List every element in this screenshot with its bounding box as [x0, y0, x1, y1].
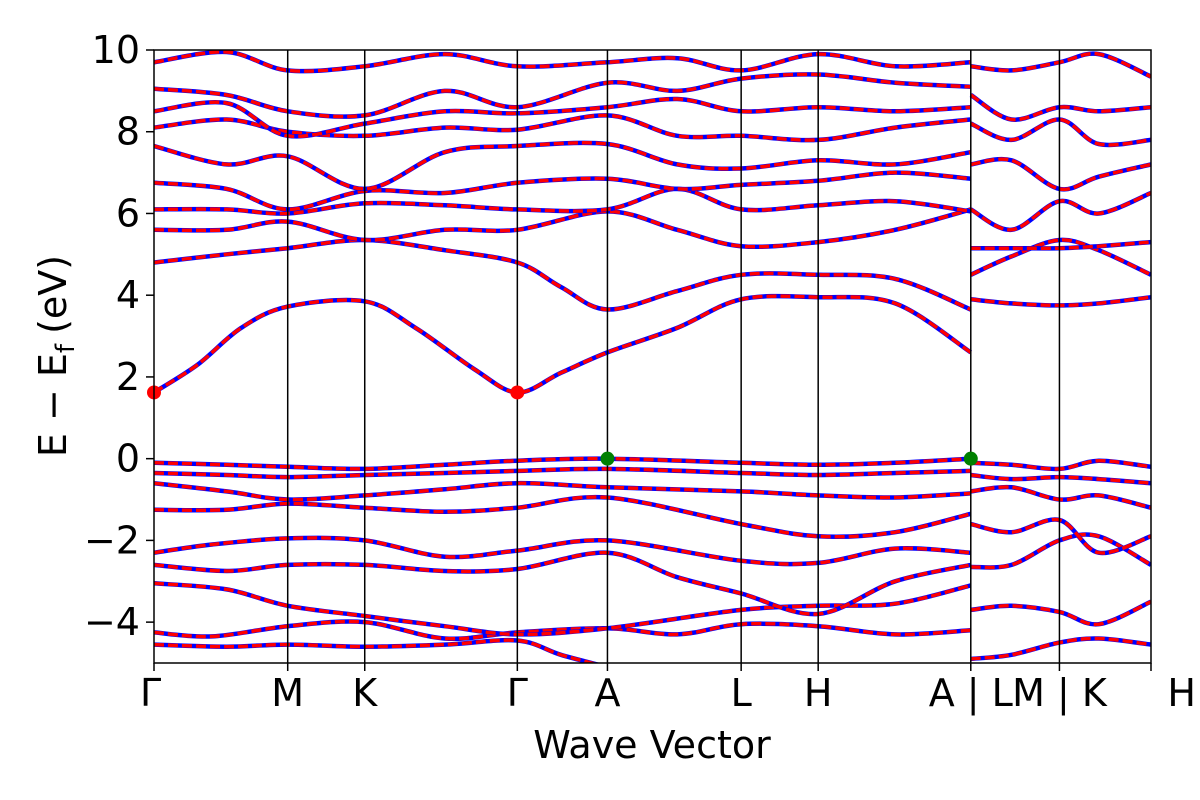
band-up-14 — [154, 141, 972, 191]
x-tick-label-4: A — [594, 671, 620, 715]
band-up-5 — [154, 495, 972, 539]
y-tick-label-6: 8 — [116, 110, 140, 154]
y-axis-label: E − Ef (eV) — [31, 255, 81, 457]
band-up-32 — [969, 93, 1151, 122]
band-down-8 — [154, 456, 971, 472]
x-tick-label-2: K — [352, 671, 378, 715]
vbm-marker-3 — [963, 451, 978, 466]
band-up-31 — [970, 117, 1151, 147]
kpoint-lines — [286, 50, 1061, 663]
x-tick-label-7: A | L — [929, 671, 1013, 716]
y-axis-label-unit: (eV) — [31, 255, 75, 334]
band-up-0 — [154, 638, 599, 663]
x-tick-label-1: M — [271, 671, 304, 715]
x-tick-label-8: M | K — [1012, 671, 1108, 716]
x-tick-label-0: Γ — [140, 671, 161, 715]
plot-frame — [153, 49, 1152, 664]
band-down-7 — [154, 466, 971, 480]
y-tick-label-5: 6 — [116, 191, 140, 235]
plot-background — [154, 50, 1151, 663]
y-axis-label-main: E − E — [31, 353, 75, 457]
y-tick-label-0: −4 — [84, 600, 140, 644]
y-tick-label-2: 0 — [116, 437, 140, 481]
x-tick-label-5: L — [731, 671, 752, 715]
y-tick-label-7: 10 — [92, 28, 140, 72]
band-up-17 — [154, 72, 971, 119]
y-tick-label-4: 4 — [116, 273, 140, 317]
band-down-6 — [154, 480, 971, 502]
band-up-30 — [970, 157, 1151, 192]
vbm-marker-2 — [600, 451, 615, 466]
x-tick-label-6: H — [804, 671, 833, 715]
y-axis: −4 −2 0 2 4 6 8 10 — [84, 28, 154, 644]
band-up-2 — [154, 581, 972, 637]
cbm-marker-1 — [510, 385, 525, 400]
x-axis-label: Wave Vector — [533, 723, 771, 767]
band-up-13 — [154, 170, 971, 212]
band-up-27 — [970, 238, 1151, 277]
x-tick-label-9: H — [1167, 671, 1196, 715]
y-tick-label-3: 2 — [116, 355, 140, 399]
x-tick-label-3: Γ — [507, 671, 528, 715]
band-up-4 — [154, 536, 971, 566]
y-tick-label-1: −2 — [84, 518, 140, 562]
band-up-16 — [154, 97, 971, 139]
y-axis-label-subscript: f — [51, 343, 81, 353]
band-up-18 — [154, 50, 971, 73]
